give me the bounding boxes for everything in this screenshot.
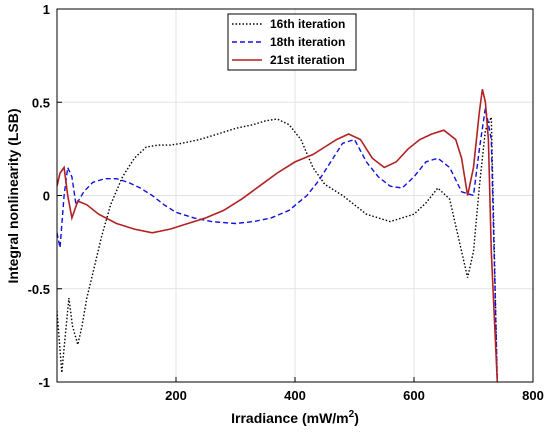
y-tick-label: 0.5: [32, 95, 50, 110]
y-tick-label: 1: [43, 2, 50, 17]
series-line-16th: [57, 116, 498, 382]
y-axis-title: Integral nonlinearity (LSB): [5, 108, 21, 283]
x-tick-label: 600: [403, 388, 425, 403]
series-line-21st: [57, 89, 499, 382]
series-line-18th: [57, 107, 498, 382]
x-axis-title: Irradiance (mW/m2): [231, 409, 359, 426]
series-layer: [57, 89, 499, 382]
y-tick-label: 0: [43, 189, 50, 204]
x-tick-label: 400: [284, 388, 306, 403]
legend-label-18th: 18th iteration: [270, 35, 345, 49]
legend: 16th iteration 18th iteration 21st itera…: [227, 13, 357, 71]
x-tick-label: 200: [165, 388, 187, 403]
y-tick-label: -0.5: [28, 282, 50, 297]
tick-layer: 200 400 600 800 -1 -0.5 0 0.5 1: [28, 2, 544, 403]
grid-layer: [57, 9, 533, 382]
legend-label-21st: 21st iteration: [270, 53, 345, 67]
x-tick-label: 800: [522, 388, 544, 403]
legend-label-16th: 16th iteration: [270, 17, 345, 31]
y-tick-label: -1: [38, 375, 50, 390]
